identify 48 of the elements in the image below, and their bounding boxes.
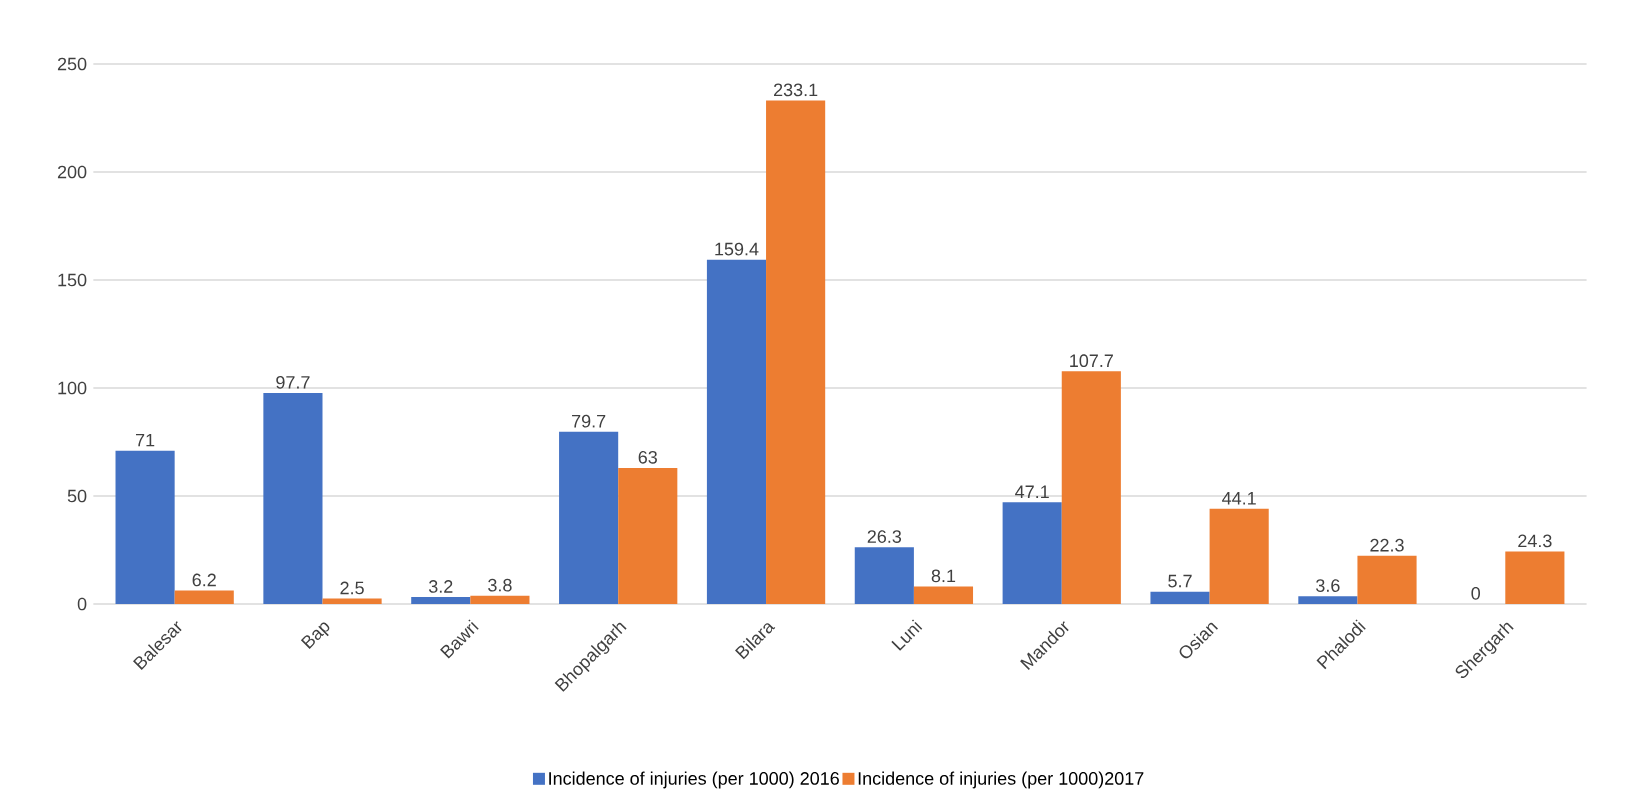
legend-label: Incidence of injuries (per 1000) 2016 (549, 771, 839, 789)
data-label: 8.1 (931, 569, 956, 583)
y-tick-label: 0 (77, 597, 87, 611)
bar (174, 590, 234, 604)
bar (115, 450, 175, 604)
data-label: 3.8 (488, 578, 512, 592)
bar (618, 467, 678, 604)
y-tick-label: 100 (58, 381, 87, 395)
data-label: 3.2 (428, 580, 453, 593)
data-label: 47.1 (1015, 485, 1049, 498)
bar (706, 259, 767, 604)
bar (913, 586, 974, 604)
data-label: 26.3 (867, 530, 902, 543)
bar (470, 595, 530, 604)
data-label: 0 (1471, 586, 1481, 600)
y-tick-label: 150 (58, 273, 87, 287)
data-label: 22.3 (1370, 538, 1404, 552)
data-label: 6.2 (192, 573, 216, 587)
data-label: 63 (638, 450, 657, 464)
bar (1505, 551, 1565, 604)
bar (411, 597, 471, 604)
y-tick-label: 50 (67, 489, 87, 503)
bar (854, 547, 914, 604)
data-label: 79.7 (572, 414, 606, 428)
data-label: 24.3 (1518, 534, 1552, 548)
bar (1150, 591, 1210, 604)
data-label: 3.6 (1316, 579, 1340, 592)
data-label: 97.7 (276, 375, 310, 389)
x-tick-label: Bap (300, 622, 330, 649)
bar (1357, 555, 1417, 604)
data-label: 107.7 (1070, 354, 1113, 368)
data-label: 5.7 (1168, 574, 1192, 588)
bar (766, 100, 826, 604)
bar (1002, 502, 1062, 604)
data-label: 2.5 (340, 581, 364, 595)
bar (1061, 371, 1121, 604)
bar (1209, 508, 1269, 604)
data-label: 44.1 (1222, 492, 1256, 505)
bar (1298, 596, 1358, 604)
data-label: 159.4 (715, 242, 759, 256)
legend-label: Incidence of injuries (per 1000)2017 (858, 771, 1144, 789)
data-label: 233.1 (774, 83, 818, 97)
bar (322, 598, 382, 604)
y-tick-label: 250 (57, 57, 87, 71)
bar (559, 431, 619, 604)
data-label: 71 (135, 434, 155, 447)
y-tick-label: 200 (57, 165, 87, 179)
bar (263, 392, 323, 604)
